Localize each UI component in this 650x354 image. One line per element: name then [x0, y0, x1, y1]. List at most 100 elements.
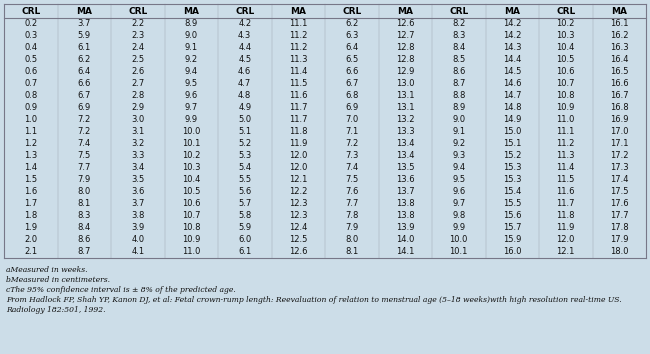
Text: 5.6: 5.6 — [238, 188, 252, 196]
Text: 3.7: 3.7 — [77, 19, 91, 29]
Text: 11.8: 11.8 — [556, 211, 575, 221]
Text: 6.6: 6.6 — [345, 68, 358, 76]
Text: 8.2: 8.2 — [452, 19, 465, 29]
Text: 7.9: 7.9 — [77, 176, 91, 184]
Text: CRL: CRL — [21, 6, 40, 16]
Text: 10.7: 10.7 — [556, 80, 575, 88]
Text: 7.5: 7.5 — [77, 152, 91, 160]
Text: 4.3: 4.3 — [238, 32, 252, 40]
Text: 8.9: 8.9 — [452, 103, 465, 113]
Text: 5.0: 5.0 — [238, 115, 252, 125]
Text: 16.0: 16.0 — [503, 247, 521, 257]
Text: 18.0: 18.0 — [610, 247, 629, 257]
Text: 7.0: 7.0 — [345, 115, 358, 125]
Text: MA: MA — [397, 6, 413, 16]
Text: 13.4: 13.4 — [396, 152, 415, 160]
Text: bMeasured in centimeters.: bMeasured in centimeters. — [6, 276, 110, 284]
Text: 15.2: 15.2 — [503, 152, 521, 160]
Text: 6.4: 6.4 — [77, 68, 91, 76]
Text: 0.4: 0.4 — [24, 44, 37, 52]
Text: 16.5: 16.5 — [610, 68, 629, 76]
Text: 12.1: 12.1 — [556, 247, 575, 257]
Text: 1.1: 1.1 — [24, 127, 37, 137]
Text: 4.8: 4.8 — [238, 91, 252, 101]
Text: 15.4: 15.4 — [503, 188, 521, 196]
Text: 12.1: 12.1 — [289, 176, 307, 184]
Text: 9.9: 9.9 — [185, 115, 198, 125]
Text: 6.9: 6.9 — [345, 103, 358, 113]
Text: 3.3: 3.3 — [131, 152, 144, 160]
Text: 12.5: 12.5 — [289, 235, 307, 245]
Text: 0.7: 0.7 — [24, 80, 38, 88]
Text: 2.4: 2.4 — [131, 44, 144, 52]
Text: 10.5: 10.5 — [182, 188, 200, 196]
Text: 9.8: 9.8 — [452, 211, 465, 221]
Text: 17.1: 17.1 — [610, 139, 629, 148]
Text: 13.1: 13.1 — [396, 103, 415, 113]
Text: 12.9: 12.9 — [396, 68, 415, 76]
Text: 8.8: 8.8 — [452, 91, 465, 101]
Text: 8.4: 8.4 — [452, 44, 465, 52]
Text: 7.6: 7.6 — [345, 188, 358, 196]
Text: 2.5: 2.5 — [131, 56, 144, 64]
Text: 10.1: 10.1 — [182, 139, 200, 148]
Text: 6.2: 6.2 — [345, 19, 358, 29]
Text: 3.1: 3.1 — [131, 127, 144, 137]
Text: 6.3: 6.3 — [345, 32, 358, 40]
Text: 12.6: 12.6 — [289, 247, 307, 257]
Text: 15.3: 15.3 — [503, 164, 521, 172]
Text: 3.0: 3.0 — [131, 115, 144, 125]
Text: 2.3: 2.3 — [131, 32, 144, 40]
Text: 3.6: 3.6 — [131, 188, 144, 196]
Text: Radiology 182:501, 1992.: Radiology 182:501, 1992. — [6, 306, 105, 314]
Text: 9.7: 9.7 — [452, 200, 465, 209]
Text: 9.6: 9.6 — [185, 91, 198, 101]
Text: 1.3: 1.3 — [24, 152, 38, 160]
Text: 16.7: 16.7 — [610, 91, 629, 101]
Text: 10.4: 10.4 — [556, 44, 575, 52]
Text: 6.7: 6.7 — [345, 80, 358, 88]
Text: 10.3: 10.3 — [556, 32, 575, 40]
Text: 8.7: 8.7 — [77, 247, 91, 257]
Text: 2.0: 2.0 — [24, 235, 37, 245]
Text: 15.9: 15.9 — [503, 235, 521, 245]
Text: 13.8: 13.8 — [396, 200, 415, 209]
Text: 9.0: 9.0 — [452, 115, 465, 125]
Text: 5.3: 5.3 — [238, 152, 252, 160]
Text: 10.1: 10.1 — [450, 247, 468, 257]
Text: 8.6: 8.6 — [452, 68, 465, 76]
Text: MA: MA — [76, 6, 92, 16]
Text: 17.4: 17.4 — [610, 176, 629, 184]
Text: 9.6: 9.6 — [452, 188, 465, 196]
Text: 10.0: 10.0 — [182, 127, 200, 137]
Text: 4.9: 4.9 — [238, 103, 252, 113]
Text: 12.8: 12.8 — [396, 44, 415, 52]
Text: 13.0: 13.0 — [396, 80, 415, 88]
Text: 16.4: 16.4 — [610, 56, 629, 64]
Text: 8.3: 8.3 — [77, 211, 91, 221]
Text: 2.8: 2.8 — [131, 91, 144, 101]
Text: 3.9: 3.9 — [131, 223, 144, 233]
Text: 5.9: 5.9 — [78, 32, 91, 40]
Text: 3.7: 3.7 — [131, 200, 144, 209]
Text: 9.9: 9.9 — [452, 223, 465, 233]
Text: 11.7: 11.7 — [556, 200, 575, 209]
Text: 16.6: 16.6 — [610, 80, 629, 88]
Text: 0.6: 0.6 — [24, 68, 38, 76]
Text: 5.8: 5.8 — [238, 211, 252, 221]
Text: 0.3: 0.3 — [24, 32, 38, 40]
Text: 11.9: 11.9 — [289, 139, 307, 148]
Text: 10.8: 10.8 — [556, 91, 575, 101]
Text: 2.9: 2.9 — [131, 103, 144, 113]
Text: 6.4: 6.4 — [345, 44, 358, 52]
Text: 13.6: 13.6 — [396, 176, 415, 184]
Text: 16.2: 16.2 — [610, 32, 629, 40]
Text: 8.0: 8.0 — [345, 235, 358, 245]
Text: 10.2: 10.2 — [556, 19, 575, 29]
Text: 7.4: 7.4 — [345, 164, 358, 172]
Text: 11.0: 11.0 — [556, 115, 575, 125]
Text: 9.3: 9.3 — [452, 152, 465, 160]
Text: 0.8: 0.8 — [24, 91, 38, 101]
Text: 3.5: 3.5 — [131, 176, 144, 184]
Text: 12.7: 12.7 — [396, 32, 415, 40]
